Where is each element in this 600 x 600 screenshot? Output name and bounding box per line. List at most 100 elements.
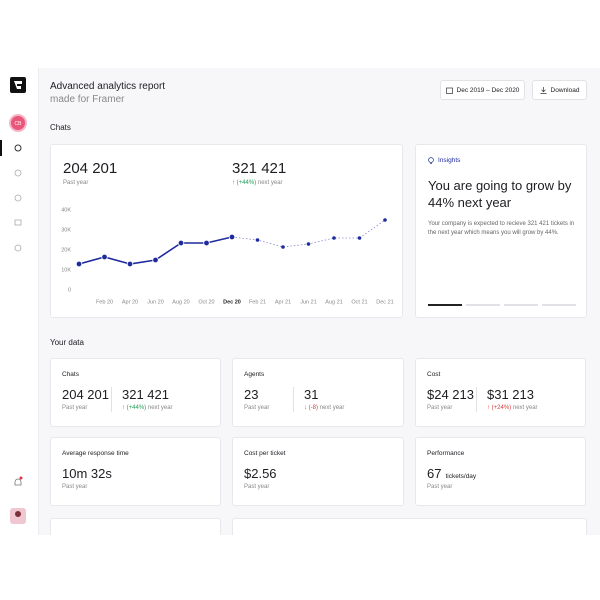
stat-change: (+44%) — [236, 180, 257, 186]
logo[interactable] — [10, 77, 26, 93]
bell-icon[interactable] — [14, 478, 22, 486]
nav-icon[interactable] — [14, 169, 22, 177]
download-icon — [540, 86, 547, 94]
data-card: Performance 67 tickets/day Past year — [415, 437, 586, 506]
nav-icon[interactable] — [14, 194, 22, 202]
date-range: Dec 2019 – Dec 2020 — [456, 86, 520, 94]
point — [75, 260, 83, 268]
card-title: Cost per ticket — [244, 450, 286, 457]
y-tick-label: 40K — [61, 207, 71, 213]
stat: 321 421 ↑ (+44%) next year — [122, 387, 173, 411]
forecast-point — [357, 236, 362, 240]
stat-value-row: 204 201 — [62, 387, 109, 402]
y-tick-label: 10K — [61, 267, 71, 273]
stat-caption-row: Past year — [62, 484, 112, 490]
data-card: Average response time 10m 32s Past year — [50, 437, 221, 506]
stat-caption-row: ↓ (-8) next year — [304, 405, 344, 411]
stat: $31 213 ↑ (+24%) next year — [487, 387, 538, 411]
stat-value: 321 421 — [122, 387, 169, 402]
card-title: Chats — [62, 371, 79, 378]
card-title: Agents — [244, 371, 265, 378]
download-button[interactable]: Download — [532, 80, 587, 100]
x-tick-label: Jun 20 — [147, 299, 164, 305]
stat: 204 201 Past year — [63, 160, 117, 186]
y-tick-label: 30K — [61, 227, 71, 233]
carousel-dot-active[interactable] — [428, 304, 462, 306]
data-card: Cost $24 213 Past year $31 213 ↑ (+24%) next… — [415, 358, 586, 427]
app: CB Advanced analytics report made for Fr… — [0, 68, 600, 535]
x-tick-label: Apr 20 — [122, 299, 138, 305]
stat-value: $31 213 — [487, 387, 534, 402]
x-tick-label: Apr 21 — [275, 299, 291, 305]
stat-change: (+24%) — [491, 405, 512, 411]
stat-value-row: $2.56 — [244, 466, 277, 481]
line-chart: 0 10K 20K 30K 40K Feb 20 Apr 20 Jun 20 Aug 20 Oct… — [61, 207, 394, 305]
stat-change: (+44%) — [126, 405, 147, 411]
point — [177, 239, 185, 247]
stat-caption: Past year — [427, 405, 453, 411]
stat-caption: Past year — [62, 484, 88, 490]
arrow-up: ↑ — [122, 405, 127, 411]
stat-caption-row: Past year — [62, 405, 109, 411]
bulb-icon — [428, 157, 434, 164]
user-avatar-head — [15, 511, 21, 517]
nav-icon[interactable] — [14, 219, 22, 226]
carousel-dot[interactable] — [542, 304, 576, 306]
stat-caption: next year — [257, 180, 283, 186]
stat-value: 204 201 — [62, 387, 109, 402]
stat-caption: next year — [147, 405, 173, 411]
nav-icon[interactable] — [14, 244, 22, 252]
point — [101, 253, 108, 261]
x-tick-label: Aug 20 — [172, 299, 189, 305]
divider — [293, 387, 294, 412]
insights-label-row: Insights — [428, 157, 460, 165]
stat-caption-row: ↑ (+44%) next year — [122, 405, 173, 411]
stat-caption: next year — [512, 405, 538, 411]
card-title: Performance — [427, 450, 465, 457]
stat: 23 Past year — [244, 387, 269, 411]
point — [203, 239, 210, 247]
data-card: Cost per ticket $2.56 Past year — [232, 437, 404, 506]
carousel-dot[interactable] — [466, 304, 500, 306]
x-tick-label: Jun 21 — [300, 299, 317, 305]
avatar[interactable] — [9, 114, 27, 132]
arrow-up: ↑ — [487, 405, 492, 411]
stat-value: 31 — [304, 387, 319, 402]
stat-value-row: 31 — [304, 387, 344, 402]
forecast-point — [255, 238, 260, 242]
arrow-down: ↓ — [304, 405, 309, 411]
forecast-point — [230, 235, 234, 239]
header-subtitle: made for Framer — [50, 94, 125, 105]
x-tick-label: Oct 21 — [351, 299, 367, 305]
x-tick-label: Dec 21 — [376, 299, 393, 305]
stat-value-row: 67 tickets/day — [427, 466, 476, 481]
sidebar-icons: CB — [0, 77, 27, 524]
section-title: Your data — [50, 338, 84, 347]
stat-caption: Past year — [62, 405, 88, 411]
calendar-icon — [445, 87, 453, 94]
stat-caption-row: Past year — [244, 484, 277, 490]
stat-value-row: $31 213 — [487, 387, 538, 402]
card-title: Average response time — [62, 450, 129, 457]
stat-value: 23 — [244, 387, 259, 402]
stat: 204 201 Past year — [62, 387, 109, 411]
stat-value: $2.56 — [244, 466, 277, 481]
point — [126, 260, 134, 268]
stat-caption-row: ↑ (+24%) next year — [487, 405, 538, 411]
nav-icon[interactable] — [14, 144, 22, 152]
arrow-up: ↑ — [232, 180, 235, 186]
stat: 31 ↓ (-8) next year — [304, 387, 344, 411]
divider — [111, 387, 112, 412]
stat-caption: Past year — [63, 180, 89, 186]
sidebar: CB — [0, 68, 39, 535]
data-card: Chats 204 201 Past year 321 421 ↑ (+44%) nex… — [50, 358, 221, 427]
chart-card: 204 201 Past year 321 421 ↑ (+44%) next … — [50, 144, 403, 318]
section-title: Chats — [50, 123, 71, 132]
forecast-point — [306, 242, 311, 246]
date-range-button[interactable]: Dec 2019 – Dec 2020 — [440, 80, 525, 100]
stat-change: (-8) — [308, 405, 319, 411]
y-tick-label: 0 — [68, 287, 71, 293]
stat-caption: Past year — [427, 484, 453, 490]
carousel-dot[interactable] — [504, 304, 538, 306]
forecast-point — [332, 236, 336, 240]
